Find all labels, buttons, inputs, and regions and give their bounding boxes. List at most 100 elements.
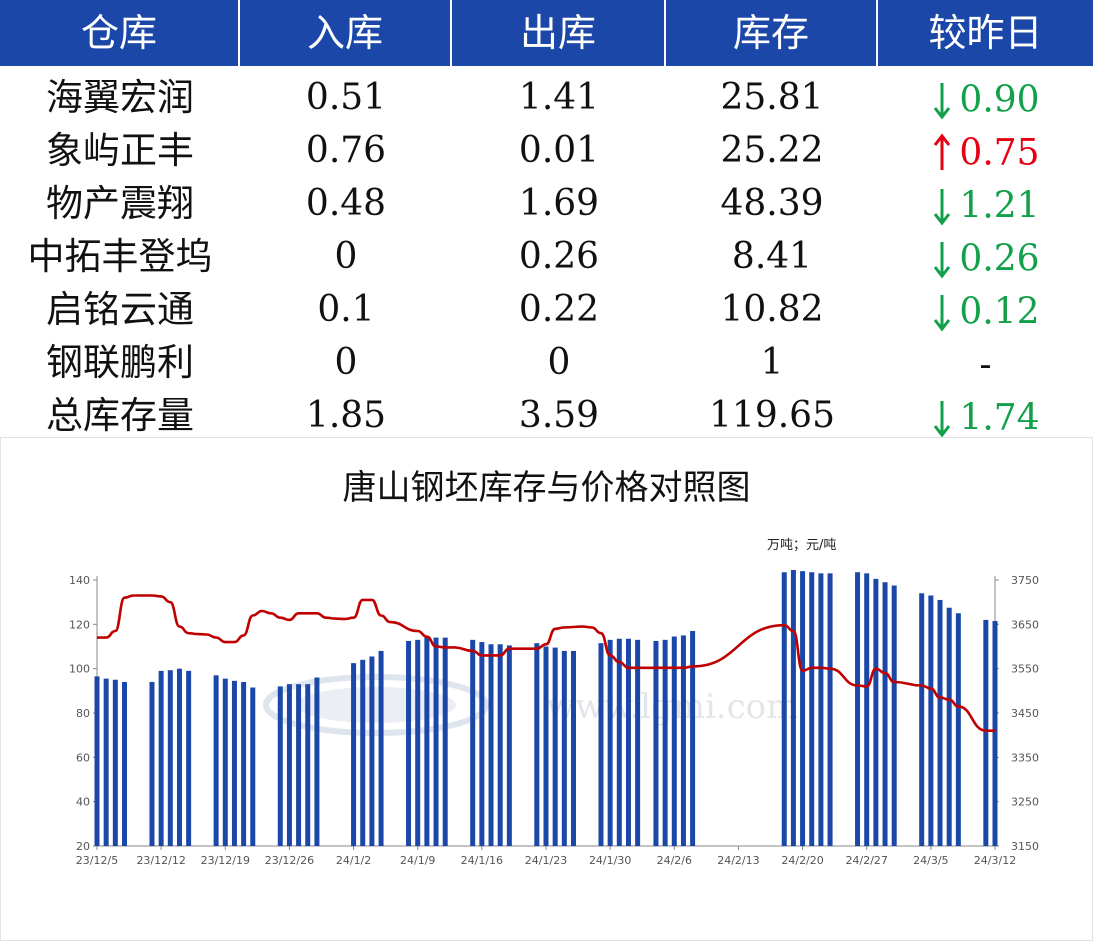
change-value: 1.21 xyxy=(878,177,1093,230)
inventory-bar xyxy=(653,640,659,846)
inventory-bar xyxy=(855,572,861,846)
change-amount: 1.21 xyxy=(959,185,1040,227)
inventory-bar xyxy=(561,650,567,846)
inventory-bar xyxy=(790,570,796,846)
inventory-bar xyxy=(809,572,815,846)
table-row: 象屿正丰 0.76 0.01 25.22 0.75 xyxy=(0,124,1093,177)
y-right-tick-label: 3450 xyxy=(1011,707,1039,720)
header-outbound: 出库 xyxy=(452,0,666,66)
y-right-tick-label: 3350 xyxy=(1011,751,1039,764)
inbound-value: 1.85 xyxy=(305,395,387,436)
change-amount: 1.74 xyxy=(959,397,1040,439)
inventory-bar xyxy=(534,643,540,846)
inventory-bar xyxy=(928,595,934,846)
unit-label: 万吨；元/吨 xyxy=(767,538,837,553)
inventory-bar xyxy=(360,659,366,846)
x-tick-label: 24/1/2 xyxy=(336,854,371,867)
inbound-value: 0.51 xyxy=(305,77,387,118)
inventory-bar xyxy=(351,663,357,846)
inventory-bar xyxy=(690,630,696,846)
warehouse-name: 海翼宏润 xyxy=(46,76,194,119)
inventory-bar xyxy=(919,593,925,846)
inventory-bar xyxy=(781,572,787,846)
table-row: 中拓丰登坞 0 0.26 8.41 0.26 xyxy=(0,230,1093,283)
inventory-bar xyxy=(680,635,686,846)
inventory-bar xyxy=(406,640,412,846)
inventory-bar xyxy=(479,642,485,846)
inventory-bar xyxy=(552,647,558,846)
table-row: 物产震翔 0.48 1.69 48.39 1.21 xyxy=(0,177,1093,230)
y-right-tick-label: 3550 xyxy=(1011,663,1039,676)
change-amount: - xyxy=(979,344,992,386)
header-change: 较昨日 xyxy=(928,11,1043,55)
warehouse-name: 物产震翔 xyxy=(46,182,194,225)
stock-value: 25.81 xyxy=(720,77,824,118)
outbound-value: 1.41 xyxy=(518,77,600,118)
inventory-bar xyxy=(800,571,806,846)
outbound-value: 1.69 xyxy=(518,183,600,224)
outbound-value: 0.22 xyxy=(518,289,600,330)
inventory-bar xyxy=(873,578,879,846)
inventory-bar xyxy=(955,613,961,846)
inventory-bar xyxy=(671,636,677,846)
inventory-bar xyxy=(570,650,576,846)
inventory-bar xyxy=(827,573,833,846)
table-header: 仓库 入库 出库 库存 较昨日 xyxy=(0,0,1093,66)
inventory-bar xyxy=(625,638,631,846)
y-left-tick-label: 80 xyxy=(76,707,90,720)
y-right-tick-label: 3250 xyxy=(1011,796,1039,809)
warehouse-name: 总库存量 xyxy=(46,394,194,437)
x-tick-label: 24/2/20 xyxy=(781,854,823,867)
inventory-bar xyxy=(937,599,943,846)
inventory-bar xyxy=(241,681,247,846)
inventory-bar xyxy=(607,639,613,846)
inventory-bar xyxy=(277,686,283,846)
inventory-bar xyxy=(369,656,375,846)
inventory-bar xyxy=(635,639,641,846)
stock-value: 119.65 xyxy=(709,395,835,436)
outbound-value: 3.59 xyxy=(518,395,600,436)
inventory-bar xyxy=(112,679,118,846)
y-left-tick-label: 60 xyxy=(76,751,90,764)
warehouse-name: 钢联鹏利 xyxy=(46,341,194,384)
inventory-bar xyxy=(176,668,182,846)
outbound-value: 0 xyxy=(547,342,571,383)
inventory-bar xyxy=(433,637,439,846)
y-right-tick-label: 3650 xyxy=(1011,618,1039,631)
y-right-tick-label: 3150 xyxy=(1011,840,1039,853)
inventory-bar xyxy=(378,650,384,846)
inventory-bar xyxy=(983,619,989,846)
inventory-bar xyxy=(891,585,897,846)
inventory-bar xyxy=(946,607,952,846)
x-tick-label: 24/3/5 xyxy=(913,854,948,867)
change-value: 0.26 xyxy=(878,230,1093,283)
inbound-value: 0.48 xyxy=(305,183,387,224)
inventory-bar xyxy=(992,621,998,846)
header-warehouse: 仓库 xyxy=(0,0,240,66)
inventory-bar xyxy=(158,670,164,846)
x-tick-label: 24/3/12 xyxy=(974,854,1016,867)
inventory-bar xyxy=(305,684,311,846)
stock-value: 48.39 xyxy=(720,183,824,224)
change-value: 1.74 xyxy=(878,389,1093,442)
x-tick-label: 24/2/27 xyxy=(846,854,888,867)
change-amount: 0.90 xyxy=(959,79,1040,121)
change-value: - xyxy=(878,336,1093,389)
change-amount: 0.12 xyxy=(959,291,1040,333)
inbound-value: 0.76 xyxy=(305,130,387,171)
stock-value: 1 xyxy=(760,342,784,383)
inventory-bar xyxy=(314,677,320,846)
x-tick-label: 24/2/13 xyxy=(717,854,759,867)
x-tick-label: 24/2/6 xyxy=(657,854,692,867)
x-tick-label: 23/12/12 xyxy=(136,854,185,867)
change-amount: 0.26 xyxy=(959,238,1040,280)
inventory-bar xyxy=(442,637,448,846)
inventory-bar xyxy=(250,687,256,846)
inventory-bar xyxy=(662,639,668,846)
inventory-bar xyxy=(94,676,100,846)
inventory-bar xyxy=(818,573,824,846)
inbound-value: 0.1 xyxy=(317,289,375,330)
inventory-bar xyxy=(296,684,302,846)
chart-plot: 20 40 60 80 100 120 140 3150 3250 3350 3450 3550 365… xyxy=(69,570,1039,867)
inventory-bar xyxy=(488,644,494,846)
